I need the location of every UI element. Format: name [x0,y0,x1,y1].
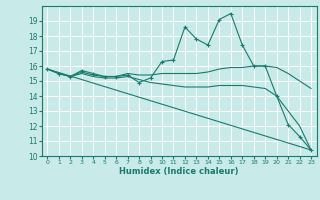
X-axis label: Humidex (Indice chaleur): Humidex (Indice chaleur) [119,167,239,176]
